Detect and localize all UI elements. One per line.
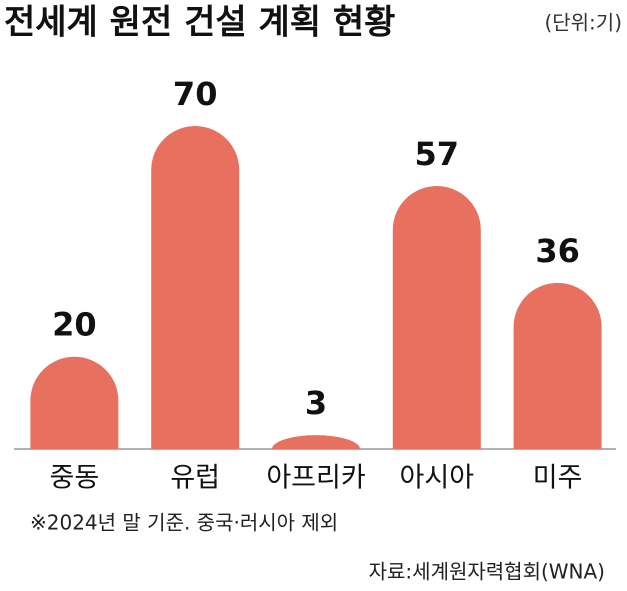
x-tick-label: 아프리카 — [266, 463, 365, 494]
x-tick-label: 유럽 — [170, 463, 220, 494]
footnote: ※2024년 말 기준. 중국·러시아 제외 — [30, 511, 338, 535]
value-label: 20 — [52, 306, 97, 344]
chart-title: 전세계 원전 건설 계획 현황 — [4, 3, 395, 43]
bar — [30, 356, 119, 449]
source: 자료:세계원자력협회(WNA) — [369, 560, 605, 584]
value-label: 57 — [415, 135, 460, 173]
value-label: 70 — [173, 75, 218, 113]
bar — [513, 282, 602, 449]
x-tick-label: 아시아 — [400, 463, 475, 494]
value-label: 36 — [535, 232, 580, 270]
bar — [151, 126, 240, 450]
unit-label: (단위:기) — [544, 11, 622, 35]
value-label: 3 — [305, 384, 327, 422]
x-tick-label: 중동 — [50, 463, 100, 494]
x-tick-label: 미주 — [533, 463, 583, 494]
bar — [272, 435, 360, 449]
bar — [392, 185, 481, 449]
